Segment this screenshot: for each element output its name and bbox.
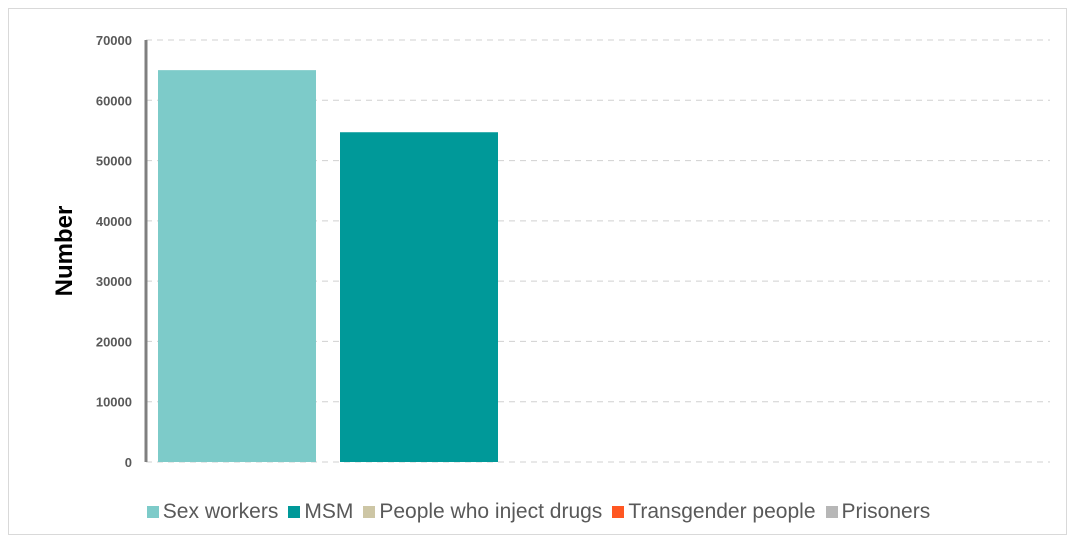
gridlines [146,39,1050,463]
legend-label: People who inject drugs [379,500,603,523]
bars [158,70,498,463]
legend-swatch [612,506,625,518]
legend-swatch [288,506,301,518]
bar-chart: 0 10000 20000 30000 40000 50000 60000 70000 Num… [51,33,1050,470]
legend-item: Sex workers [146,500,279,524]
legend-swatch [363,506,376,518]
legend-swatch [825,506,838,518]
y-tick-label: 10000 [96,395,132,410]
y-tick-label: 50000 [96,154,132,169]
legend-item: Transgender people [612,500,816,524]
y-tick-label: 30000 [96,274,132,289]
bar-sex-workers [158,70,316,463]
legend-swatch [146,506,159,518]
legend-label: Prisoners [841,500,931,523]
legend-label: Transgender people [628,500,816,523]
legend: Sex workers MSM People who inject drugs Tra… [0,500,1077,524]
y-tick-label: 70000 [96,33,132,48]
y-tick-label: 40000 [96,214,132,229]
legend-item: MSM [288,500,353,524]
y-tick-labels: 0 10000 20000 30000 40000 50000 60000 70000 [96,33,132,470]
legend-label: MSM [304,500,354,523]
y-tick-label: 60000 [96,93,132,108]
y-tick-label: 20000 [96,334,132,349]
legend-label: Sex workers [162,500,279,523]
bar-msm [340,132,498,463]
y-axis-label: Number [51,206,78,297]
legend-item: People who inject drugs [363,500,602,524]
y-tick-label: 0 [125,455,132,470]
legend-item: Prisoners [825,500,931,524]
